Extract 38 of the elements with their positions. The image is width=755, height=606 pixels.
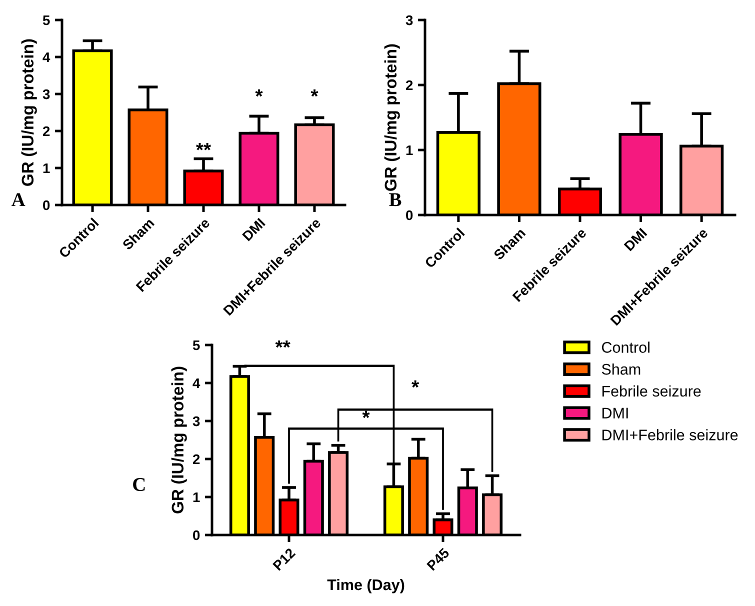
y-tick-label: 1 <box>193 492 200 502</box>
annotation: * <box>412 380 420 388</box>
text: A <box>12 193 26 206</box>
y-axis-title: GR (IU/mg protein) <box>384 44 400 191</box>
annotation: ** <box>275 340 290 348</box>
legend-label: Febrile seizure <box>602 385 701 397</box>
y-tick-label: 0 <box>43 200 50 210</box>
annotation: * <box>310 89 318 97</box>
x-tick-label: P45 <box>426 547 450 571</box>
annotation: * <box>255 89 263 97</box>
x-tick-label: DMI <box>624 228 648 252</box>
y-tick-label: 2 <box>406 80 413 90</box>
y-tick-label: 2 <box>192 454 200 464</box>
text: B <box>389 193 402 206</box>
y-tick-label: 5 <box>192 340 200 350</box>
y-axis-title: GR (IU/mg protein) <box>21 39 37 186</box>
legend-label: Control <box>602 342 650 353</box>
y-tick-label: 1 <box>406 145 413 156</box>
legend-label: DMI <box>602 408 628 418</box>
y-tick-label: 0 <box>193 530 200 540</box>
y-tick-label: 4 <box>192 378 200 388</box>
y-tick-label: 5 <box>42 15 50 26</box>
x-axis-title: Time (Day) <box>327 578 404 594</box>
y-tick-label: 1 <box>43 163 50 174</box>
text: C <box>133 478 145 492</box>
x-tick-label: DMI <box>242 218 266 242</box>
legend-label: DMI+Febrile seizure <box>602 429 738 440</box>
x-tick-label: P12 <box>272 547 296 571</box>
annotation: ** <box>196 143 212 150</box>
y-tick-label: 3 <box>406 15 413 26</box>
y-tick-label: 2 <box>42 126 50 136</box>
y-axis-title: GR (IU/mg protein) <box>171 366 187 514</box>
y-tick-label: 3 <box>42 89 50 100</box>
y-tick-label: 3 <box>192 416 200 426</box>
legend-label: Sham <box>602 364 640 375</box>
y-tick-label: 0 <box>406 210 413 220</box>
y-tick-label: 4 <box>42 52 50 62</box>
annotation: * <box>362 410 370 418</box>
